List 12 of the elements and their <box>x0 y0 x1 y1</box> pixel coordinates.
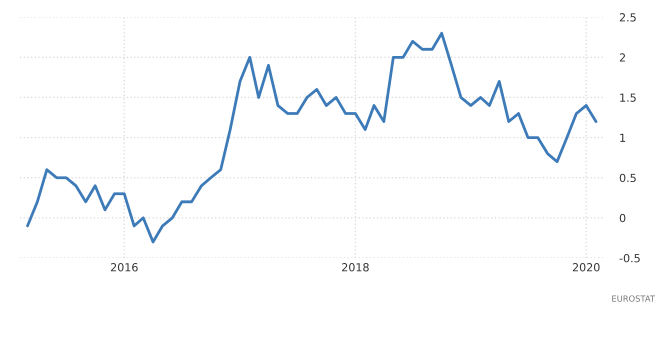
y-tick-label: 2 <box>620 53 625 62</box>
y-tick-label: -0.5 <box>620 254 640 262</box>
text: EUROSTAT <box>612 295 656 302</box>
x-tick-label: 2018 <box>342 263 369 272</box>
line-series <box>26 32 598 244</box>
y-tick-label: 2.5 <box>620 13 636 22</box>
y-tick-label: 0 <box>620 214 626 222</box>
x-tick-label: 2020 <box>572 263 600 272</box>
y-tick-label: 1 <box>620 134 626 142</box>
x-tick-label: 2016 <box>110 263 138 272</box>
y-tick-label: 0.5 <box>620 174 636 182</box>
y-tick-label: 1.5 <box>620 94 636 102</box>
